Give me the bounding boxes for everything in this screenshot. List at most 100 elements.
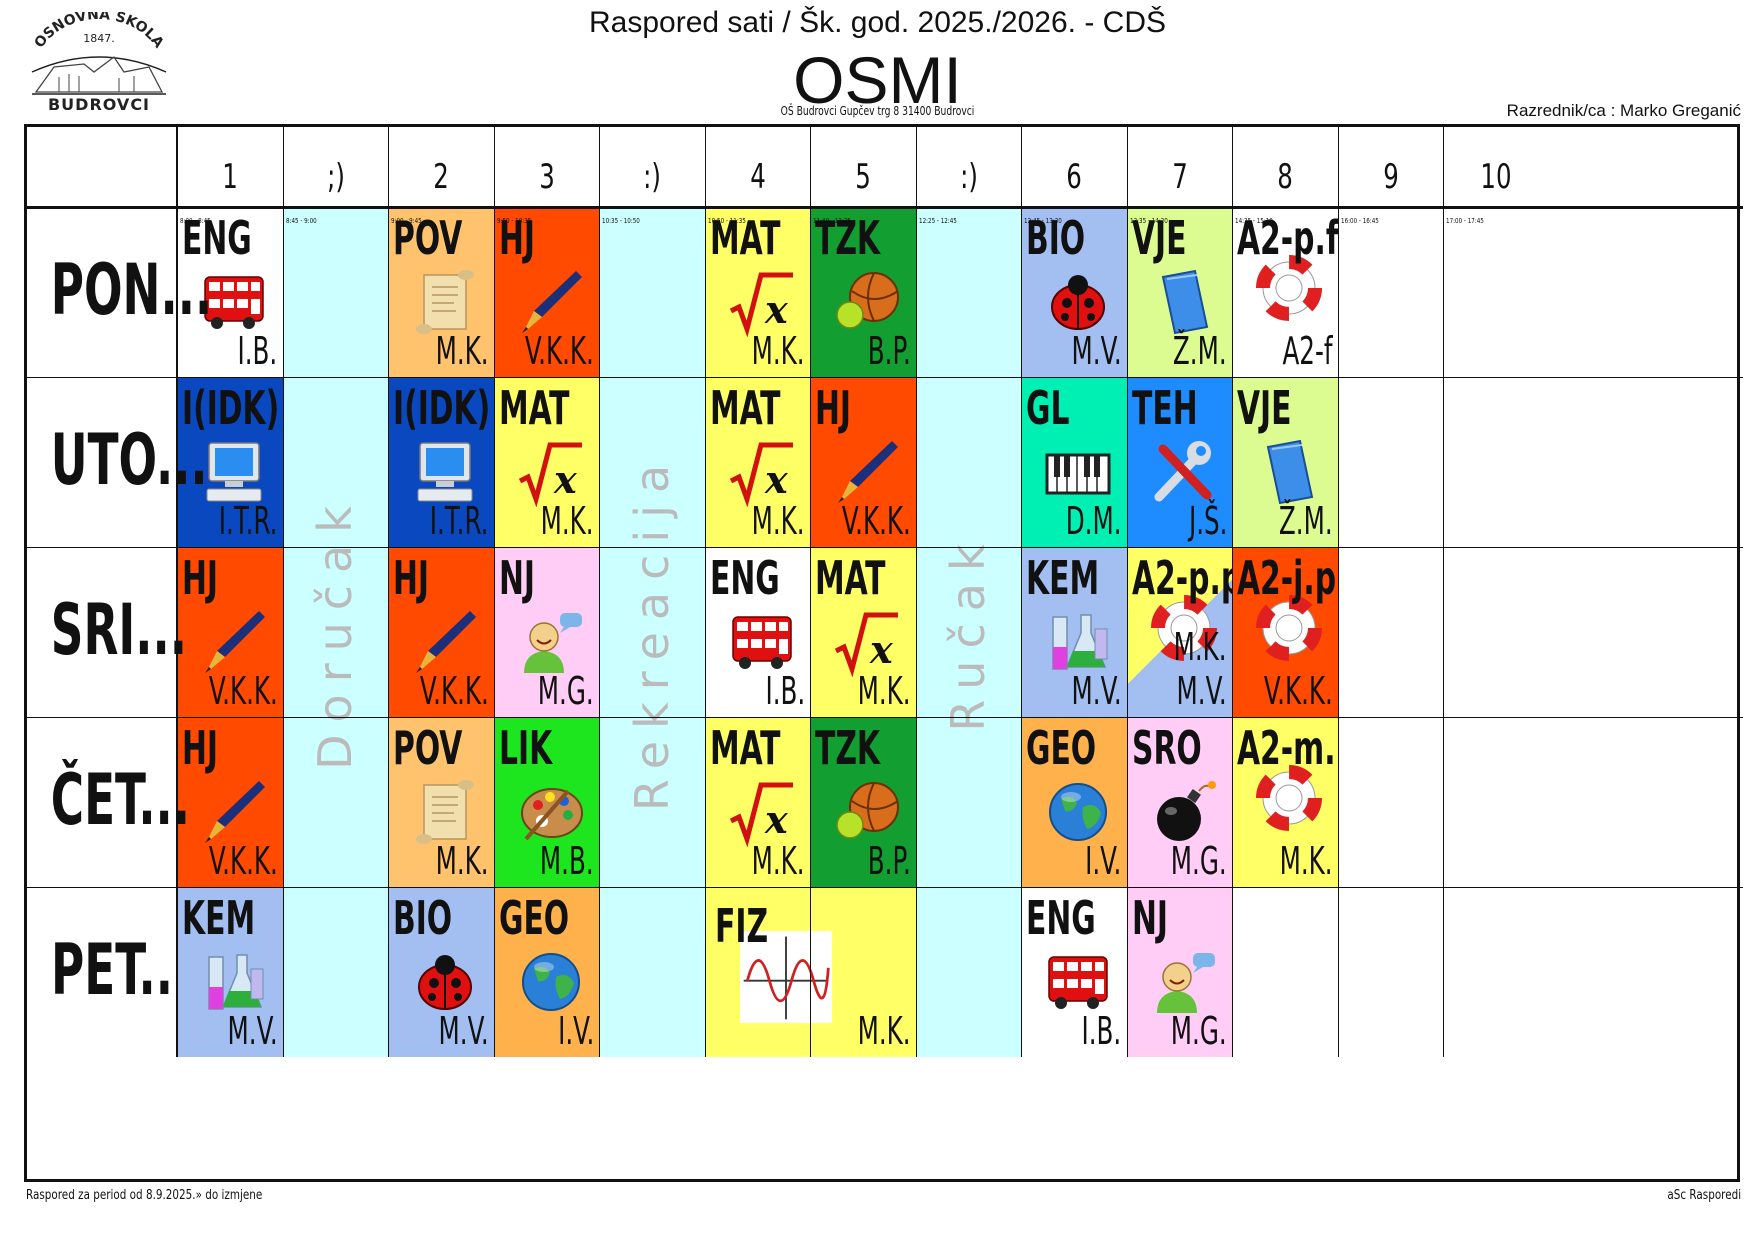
lesson-subject: I(IDK): [182, 381, 280, 435]
period-number: 10: [1480, 157, 1512, 197]
grid-line: [810, 127, 811, 207]
lesson-cell[interactable]: GEO I.V.: [493, 887, 599, 1057]
grid-line: [493, 207, 495, 1057]
lesson-teacher: M.V.: [1176, 669, 1227, 713]
lesson-cell[interactable]: x MAT M.K.: [704, 207, 810, 377]
computer-icon: [199, 437, 269, 507]
lesson-teacher: M.V.: [1071, 669, 1122, 713]
lesson-cell[interactable]: KEM M.V.: [177, 887, 283, 1057]
lesson-cell[interactable]: KEM M.V.: [1021, 547, 1127, 717]
school-address: OŠ Budrovci Gupčev trg 8 31400 Budrovci: [780, 104, 975, 118]
period-time: 9:00 - 9:45: [391, 217, 422, 225]
lesson-cell[interactable]: x MAT M.K.: [493, 377, 599, 547]
lesson-cell[interactable]: HJ V.K.K.: [177, 717, 283, 887]
grid-line: [1232, 207, 1233, 1057]
lesson-cell[interactable]: BIO M.V.: [1021, 207, 1127, 377]
svg-text:x: x: [764, 797, 789, 842]
lesson-subject: MAT: [498, 381, 569, 435]
lesson-cell[interactable]: HJ V.K.K.: [810, 377, 916, 547]
lesson-cell[interactable]: LIK M.B.: [493, 717, 599, 887]
lesson-cell[interactable]: I(IDK) I.T.R.: [388, 377, 494, 547]
pen-icon: [199, 777, 269, 847]
sqrt-icon: x: [832, 607, 902, 678]
lesson-subject: GEO: [1026, 721, 1097, 775]
lesson-teacher: J.Š.: [1188, 499, 1227, 543]
lifebuoy-icon: [1254, 253, 1324, 323]
lesson-cell[interactable]: ENG I.B.: [1021, 887, 1127, 1057]
lesson-teacher: M.K.: [1279, 839, 1333, 883]
lesson-cell[interactable]: ENG I.B.: [177, 207, 283, 377]
grid-line: [1232, 127, 1233, 207]
lesson-cell[interactable]: x MAT M.K.: [704, 717, 810, 887]
lesson-cell[interactable]: HJ V.K.K.: [493, 207, 599, 377]
period-time: 17:00 - 17:45: [1446, 217, 1484, 225]
lesson-cell[interactable]: A2-j.p. V.K.K.: [1232, 547, 1338, 717]
scroll-icon: [410, 267, 480, 337]
lesson-teacher: V.K.K.: [419, 669, 489, 713]
lesson-teacher: M.K.: [857, 1009, 911, 1053]
period-time: 16:00 - 16:45: [1340, 217, 1379, 225]
lesson-cell[interactable]: x MAT M.K.: [704, 377, 810, 547]
period-time: 13:35 - 14:20: [1129, 217, 1168, 225]
grid-line: [388, 127, 389, 207]
lesson-cell[interactable]: GEO I.V.: [1021, 717, 1127, 887]
day-label: PON...: [50, 249, 213, 331]
lesson-subject: ENG: [182, 211, 252, 265]
lesson-teacher: I.V.: [557, 1009, 594, 1053]
lesson-cell[interactable]: GL D.M.: [1021, 377, 1127, 547]
lesson-cell[interactable]: NJ M.G.: [1126, 887, 1232, 1057]
lesson-cell[interactable]: HJ V.K.K.: [177, 547, 283, 717]
lesson-cell[interactable]: VJE Ž.M.: [1232, 377, 1338, 547]
lesson-subject: NJ: [498, 551, 535, 605]
lesson-cell[interactable]: x MAT M.K.: [810, 547, 916, 717]
lesson-subject: SRO: [1131, 721, 1202, 775]
logo-bottom-text: BUDROVCI: [48, 95, 150, 112]
lesson-cell[interactable]: A2-p.f. A2-f: [1232, 207, 1338, 377]
bus-icon: [1043, 947, 1113, 1017]
lesson-cell[interactable]: I(IDK) I.T.R.: [177, 377, 283, 547]
lesson-cell[interactable]: TEH J.Š.: [1126, 377, 1232, 547]
grid-line: [599, 127, 600, 207]
period-number: 8: [1277, 157, 1293, 197]
grid-line: [27, 377, 1743, 378]
grid-line: [810, 207, 811, 1057]
class-name: OSMI: [793, 43, 962, 117]
pen-icon: [516, 267, 586, 337]
lesson-cell[interactable]: POV M.K.: [388, 717, 494, 887]
grid-line: [1337, 127, 1339, 207]
lesson-cell[interactable]: NJ M.G.: [493, 547, 599, 717]
speaker-icon: [1149, 947, 1219, 1017]
lesson-subject: MAT: [709, 211, 780, 265]
lesson-cell[interactable]: POV M.K.: [388, 207, 494, 377]
lesson-cell[interactable]: SRO M.G.: [1126, 717, 1232, 887]
lesson-cell[interactable]: VJE Ž.M.: [1126, 207, 1232, 377]
lesson-cell[interactable]: A2-m.p. M.K.: [1232, 717, 1338, 887]
lesson-teacher: V.K.K.: [208, 669, 278, 713]
ball-icon: [832, 267, 902, 337]
lesson-cell[interactable]: ENG I.B.: [704, 547, 810, 717]
lesson-cell[interactable]: HJ V.K.K.: [388, 547, 494, 717]
grid-line: [1021, 207, 1022, 1057]
lesson-subject: VJE: [1237, 381, 1292, 435]
lesson-teacher: M.G.: [538, 669, 594, 713]
break-column: Doručak: [282, 207, 388, 1057]
lesson-subject: ENG: [709, 551, 780, 605]
lesson-cell[interactable]: TZK B.P.: [810, 717, 916, 887]
grid-line: [27, 887, 1743, 888]
page-title: Raspored sati / Šk. god. 2025./2026. - C…: [589, 6, 1166, 39]
lesson-cell[interactable]: A2-p.p. M.K.M.V.: [1126, 547, 1232, 717]
lesson-teacher: B.P.: [867, 329, 911, 373]
lesson-subject: A2-p.f.: [1237, 211, 1338, 265]
timetable-grid: Doručak Rekreacija Ručak ENG I.B. POV M.K. HJ V.…: [24, 124, 1743, 1182]
svg-text:x: x: [869, 627, 894, 672]
grid-line: [704, 127, 706, 207]
period-number: :): [959, 157, 978, 197]
footer-software: aSc Rasporedi: [1667, 1188, 1741, 1203]
lesson-subject: ENG: [1026, 891, 1096, 945]
lesson-cell[interactable]: TZK B.P.: [810, 207, 916, 377]
period-time: 8:00 - 8:45: [180, 217, 211, 225]
day-label: ČET...: [50, 759, 191, 841]
lesson-cell[interactable]: BIO M.V.: [388, 887, 494, 1057]
lesson-subject: A2-j.p.: [1237, 551, 1338, 605]
lesson-teacher: Ž.M.: [1278, 499, 1333, 543]
